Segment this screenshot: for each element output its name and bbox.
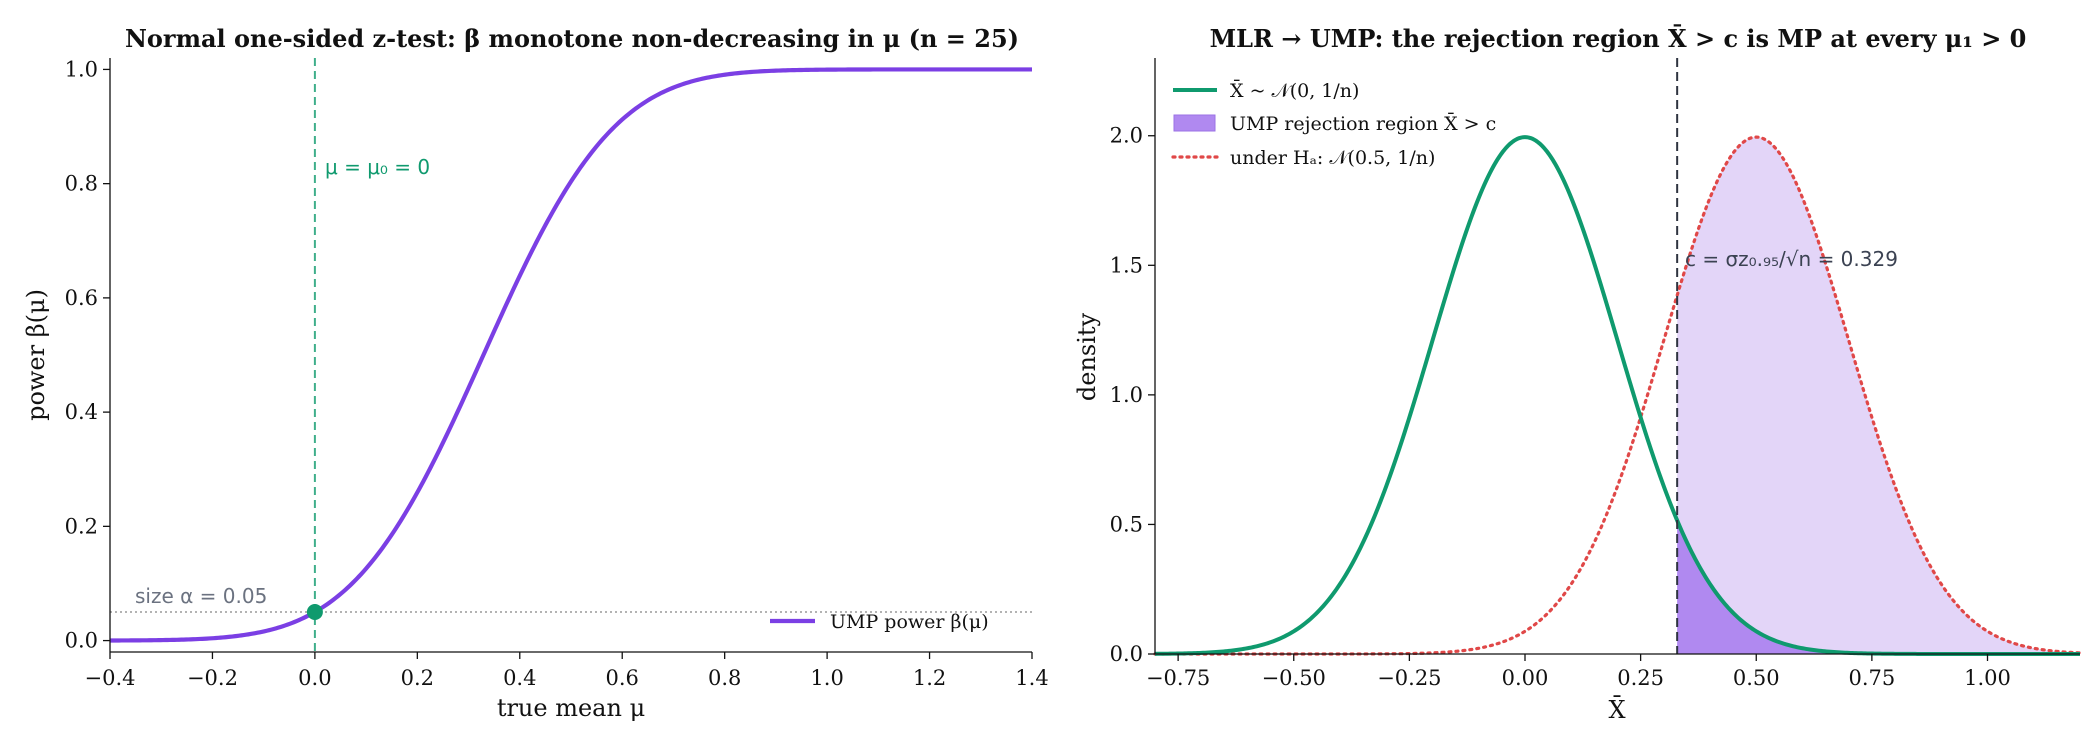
alternative-tail-area: [1677, 137, 2080, 655]
right-x-tick-label: 0.50: [1733, 666, 1780, 690]
null-density-line: [1154, 135, 2080, 656]
right-y-tick-label: 1.5: [1110, 253, 1143, 277]
right-x-tick-label: 1.00: [1964, 666, 2011, 690]
null-mean-annotation: μ = μ₀ = 0: [325, 155, 430, 179]
left-x-tick-label: 0.2: [401, 666, 434, 690]
size-point-marker: [306, 604, 323, 621]
left-x-tick-label: −0.4: [85, 666, 136, 690]
rejection-legend-label: UMP rejection region X̄ > c: [1230, 112, 1496, 135]
power-legend: UMP power β(μ): [770, 611, 989, 633]
power-legend-label: UMP power β(μ): [830, 611, 989, 633]
left-x-tick-label: 0.4: [503, 666, 536, 690]
right-x-tick-label: −0.25: [1377, 666, 1441, 690]
density-legend: X̄ ~ 𝒩(0, 1/n) UMP rejection region X̄ >…: [1171, 79, 1496, 169]
right-x-tick-label: 0.25: [1617, 666, 1664, 690]
size-alpha-annotation: size α = 0.05: [135, 584, 267, 608]
left-x-tick-label: 1.0: [810, 666, 843, 690]
left-x-tick-label: −0.2: [187, 666, 238, 690]
right-x-tick-label: −0.50: [1262, 666, 1326, 690]
left-y-tick-label: 0.6: [65, 286, 98, 310]
density-chart-title: MLR → UMP: the rejection region X̄ > c i…: [1210, 24, 2027, 53]
right-x-tick-label: 0.00: [1502, 666, 1549, 690]
left-y-tick-label: 0.0: [65, 629, 98, 653]
left-x-tick-label: 0.0: [298, 666, 331, 690]
left-x-tick-label: 1.4: [1015, 666, 1048, 690]
power-curve-panel: Normal one-sided z-test: β monotone non-…: [22, 24, 1049, 722]
left-y-axis-label: power β(μ): [22, 289, 50, 421]
alternative-legend-label: under Hₐ: 𝒩(0.5, 1/n): [1230, 147, 1435, 169]
right-y-tick-label: 0.0: [1110, 642, 1143, 666]
reference-lines: [110, 58, 1032, 652]
density-panel: MLR → UMP: the rejection region X̄ > c i…: [1073, 24, 2082, 724]
right-y-tick-label: 0.5: [1110, 512, 1143, 536]
right-y-ticks: 0.0 0.5 1.0 1.5 2.0: [1110, 124, 1155, 666]
right-y-axis-label: density: [1073, 312, 1101, 401]
left-x-ticks: −0.4 −0.2 0.0 0.2 0.4 0.6 0.8 1.0 1.2 1.4: [85, 652, 1049, 690]
left-y-tick-label: 0.2: [65, 514, 98, 538]
null-legend-label: X̄ ~ 𝒩(0, 1/n): [1230, 79, 1359, 102]
power-curve-line: [109, 67, 1032, 643]
rejection-legend-swatch: [1173, 114, 1216, 132]
left-x-tick-label: 1.2: [913, 666, 946, 690]
right-x-tick-label: −0.75: [1146, 666, 1210, 690]
rejection-region-area: [1677, 520, 2080, 654]
left-y-ticks: 0.0 0.2 0.4 0.6 0.8 1.0: [65, 57, 110, 653]
right-x-tick-label: 0.75: [1848, 666, 1895, 690]
right-x-axis-label: X̄: [1608, 696, 1625, 724]
left-x-tick-label: 0.8: [708, 666, 741, 690]
power-chart-title: Normal one-sided z-test: β monotone non-…: [125, 24, 1019, 53]
left-x-tick-label: 0.6: [606, 666, 639, 690]
right-x-ticks: −0.75 −0.50 −0.25 0.00 0.25 0.50 0.75 1.00: [1146, 654, 2011, 690]
critical-value-annotation: c = σz₀.₉₅/√n = 0.329: [1685, 247, 1898, 271]
right-y-tick-label: 1.0: [1110, 383, 1143, 407]
left-y-tick-label: 0.4: [65, 400, 98, 424]
left-y-tick-label: 1.0: [65, 57, 98, 81]
left-x-axis-label: true mean μ: [497, 694, 645, 722]
alternative-density-line: [1153, 135, 2082, 656]
right-y-tick-label: 2.0: [1110, 124, 1143, 148]
left-y-tick-label: 0.8: [65, 172, 98, 196]
